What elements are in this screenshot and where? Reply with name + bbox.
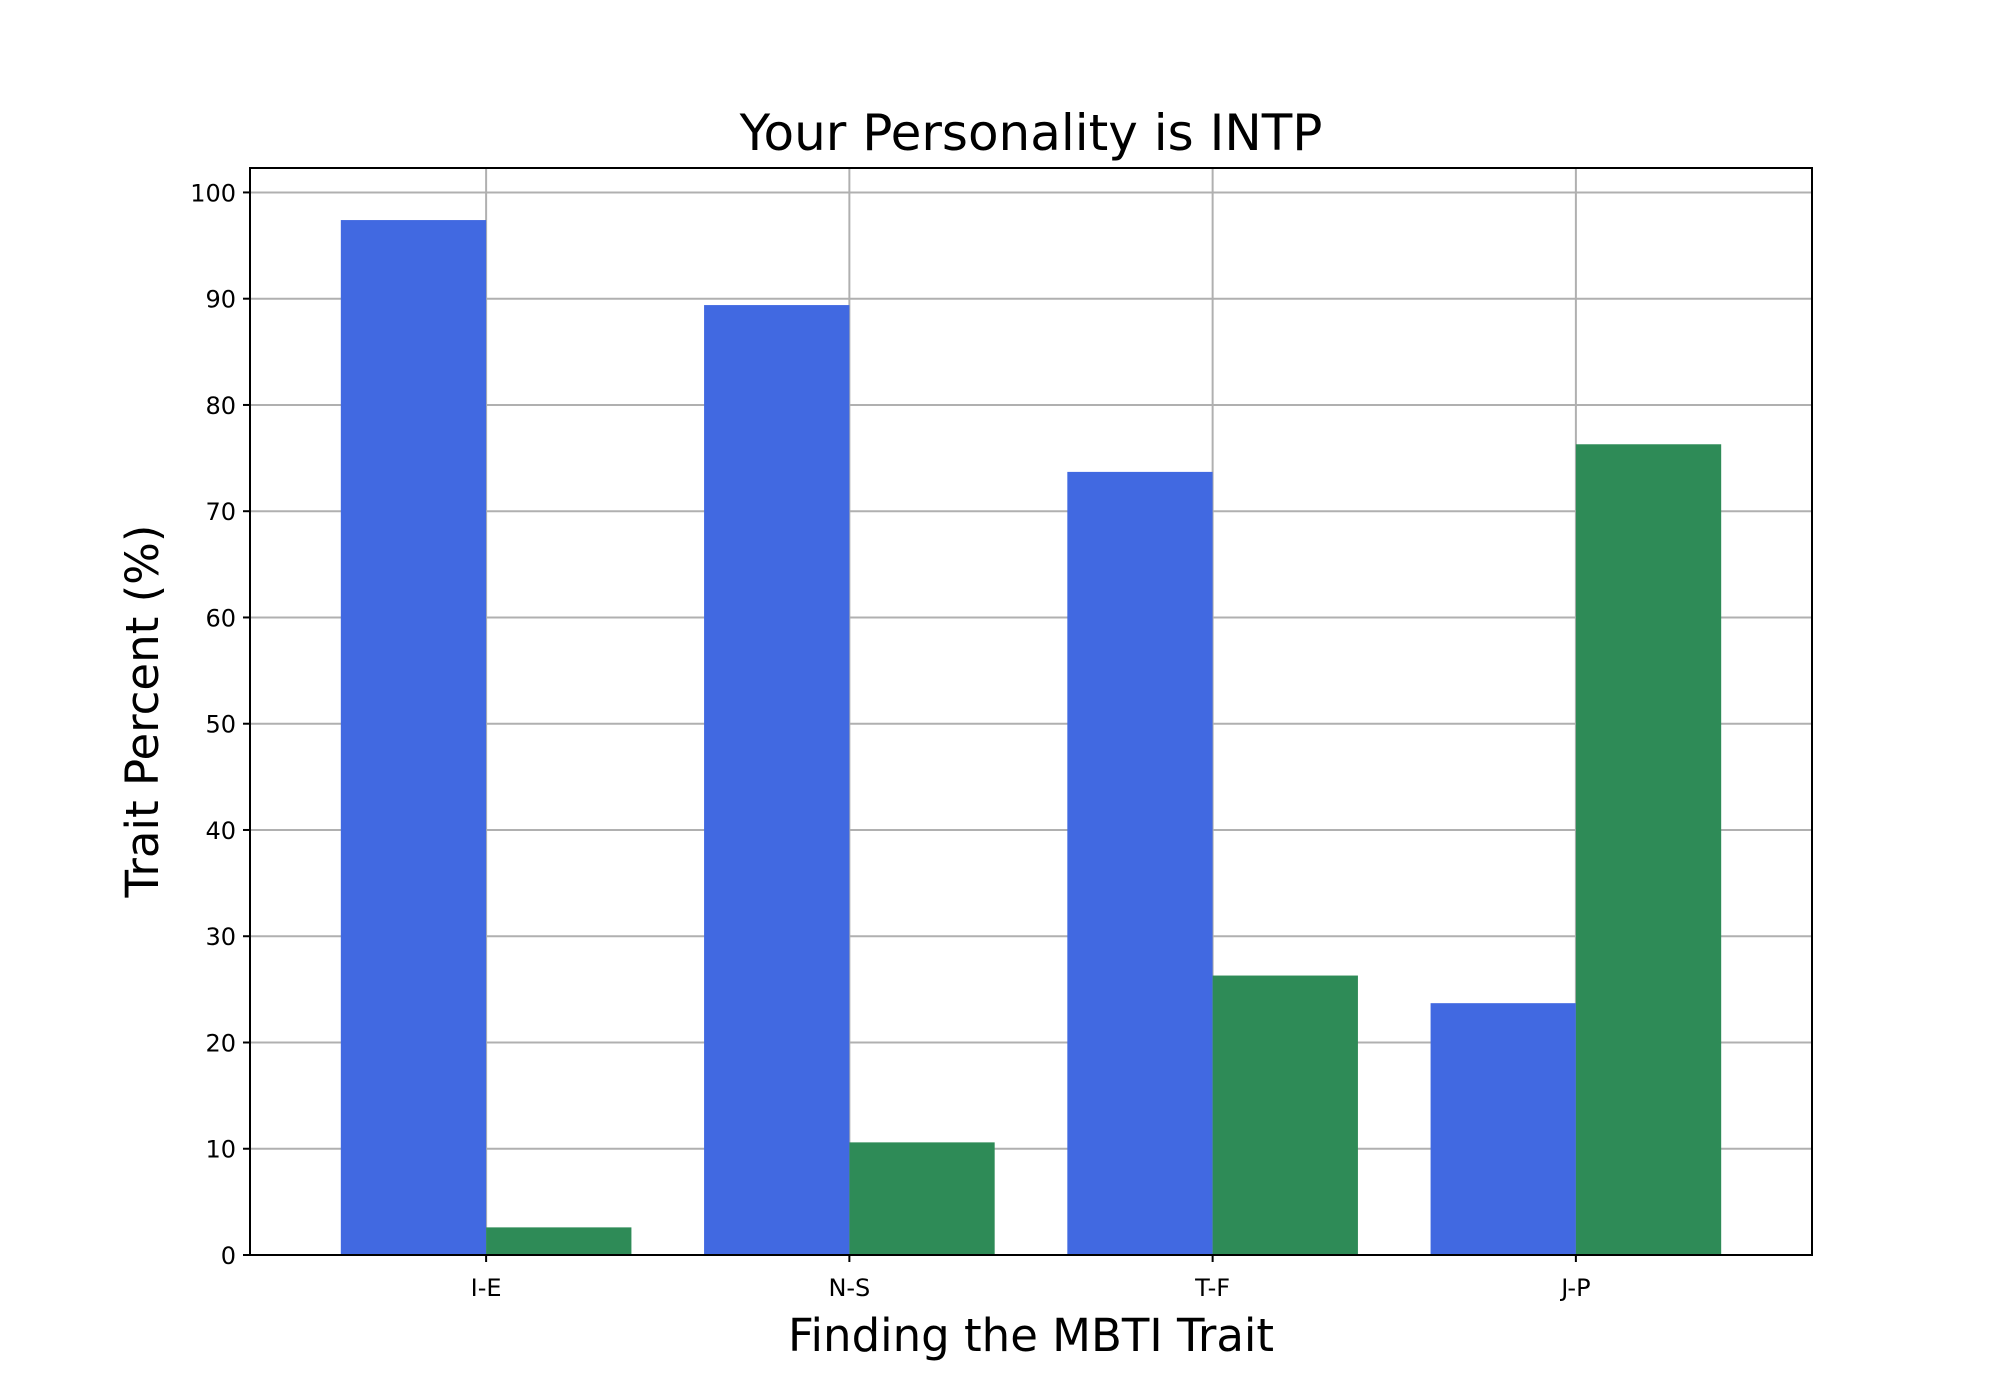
y-tick-label: 40	[205, 817, 236, 845]
bar-n-s-series-2	[849, 1142, 995, 1255]
y-tick-label: 60	[205, 604, 236, 632]
x-tick-label: I-E	[471, 1274, 502, 1302]
y-tick-label: 80	[205, 392, 236, 420]
bar-j-p-series-1	[1430, 1003, 1576, 1255]
bar-i-e-series-1	[340, 220, 487, 1256]
y-tick-label: 50	[205, 711, 236, 739]
y-tick-label: 30	[205, 923, 236, 951]
bar-i-e-series-2	[486, 1227, 632, 1255]
y-tick-label: 20	[205, 1029, 236, 1057]
bars	[340, 220, 1722, 1256]
y-tick-label: 70	[205, 498, 236, 526]
chart-title: Your Personality is INTP	[739, 104, 1323, 162]
y-tick-label: 10	[205, 1136, 236, 1164]
bar-j-p-series-2	[1575, 444, 1722, 1256]
y-tick-label: 90	[205, 286, 236, 314]
axis-ticks: 0 10 20 30 40 50 60 70 80 90 100 I-E N-S T-F J-P	[190, 179, 1590, 1302]
bar-n-s-series-1	[704, 305, 850, 1255]
x-tick-label: N-S	[828, 1274, 870, 1302]
y-tick-label: 100	[190, 179, 236, 207]
y-axis-label: Trait Percent (%)	[116, 525, 169, 899]
bar-t-f-series-1	[1067, 471, 1213, 1256]
bar-t-f-series-2	[1212, 975, 1358, 1255]
y-tick-label: 0	[221, 1242, 236, 1270]
x-tick-label: J-P	[1559, 1274, 1590, 1302]
x-axis-label: Finding the MBTI Trait	[788, 1309, 1274, 1362]
x-tick-label: T-F	[1194, 1274, 1230, 1302]
plot-frame	[249, 167, 1813, 1256]
